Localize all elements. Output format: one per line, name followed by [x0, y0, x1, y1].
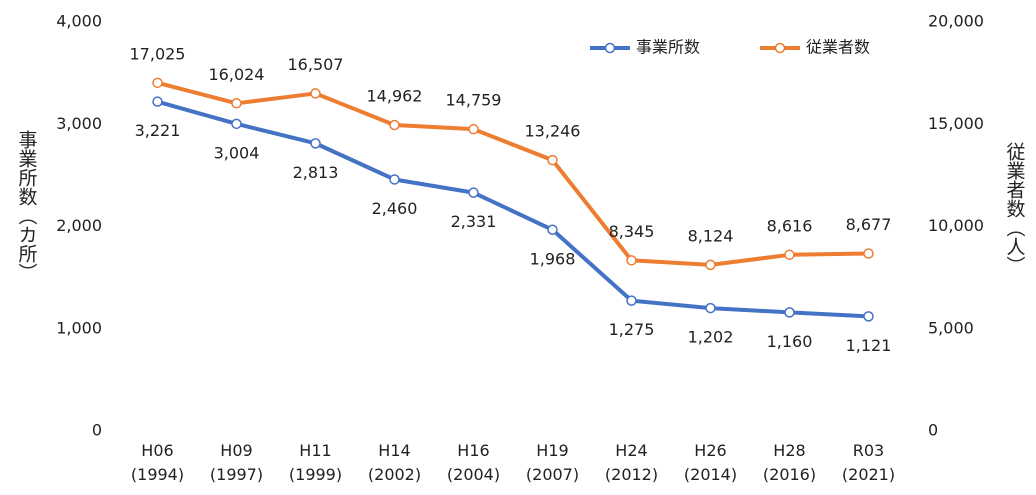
data-label: 1,968 — [530, 249, 576, 268]
data-label: 14,759 — [446, 91, 502, 110]
data-label: 2,813 — [293, 163, 339, 182]
data-label: 17,025 — [130, 44, 186, 63]
y2-axis-label: 従業者数（人） — [1004, 142, 1026, 275]
x-tick-label: H09 (1997) — [210, 441, 263, 484]
data-label: 1,202 — [688, 328, 734, 347]
marker — [231, 118, 242, 130]
y-tick-label: 4,000 — [56, 12, 102, 31]
series-line — [156, 99, 869, 319]
marker — [152, 77, 163, 89]
marker — [863, 248, 874, 259]
data-label: 16,507 — [288, 55, 344, 74]
data-label: 1,275 — [609, 320, 655, 339]
marker — [310, 88, 321, 99]
x-tick-label: H16 (2004) — [447, 441, 500, 484]
marker — [705, 259, 716, 271]
x-tick-label: H06 (1994) — [131, 441, 184, 484]
data-label: 1,160 — [767, 332, 813, 351]
marker — [310, 138, 321, 149]
data-label: 2,460 — [372, 199, 418, 218]
legend-label: 事業所数 — [636, 38, 700, 57]
x-tick-label: R03 (2021) — [842, 441, 895, 484]
x-tick-label: H19 (2007) — [526, 441, 579, 484]
data-label: 16,024 — [209, 65, 265, 84]
y2-tick-label: 0 — [928, 421, 938, 440]
data-label: 8,677 — [846, 215, 892, 234]
data-label: 1,121 — [846, 336, 892, 355]
marker — [626, 255, 637, 266]
marker — [468, 187, 479, 198]
marker — [468, 123, 479, 135]
y2-tick-label: 20,000 — [928, 12, 984, 31]
y-tick-label: 2,000 — [56, 216, 102, 235]
marker — [547, 154, 558, 166]
series-line — [156, 80, 869, 267]
legend-marker — [604, 42, 616, 54]
legend-label: 従業者数 — [806, 38, 870, 57]
data-label: 3,221 — [135, 121, 181, 140]
marker — [784, 307, 795, 318]
data-label: 14,962 — [367, 87, 423, 106]
marker — [784, 249, 795, 261]
y2-tick-label: 10,000 — [928, 216, 984, 235]
marker — [389, 174, 400, 185]
y2-tick-label: 5,000 — [928, 318, 974, 337]
data-label: 13,246 — [525, 122, 581, 141]
marker — [231, 98, 242, 109]
data-label: 8,616 — [767, 216, 813, 235]
y-tick-label: 3,000 — [56, 114, 102, 133]
x-tick-label: H24 (2012) — [605, 441, 658, 484]
data-label: 8,345 — [609, 222, 655, 241]
x-tick-label: H26 (2014) — [684, 441, 737, 484]
marker — [152, 96, 163, 107]
data-label: 3,004 — [214, 143, 260, 162]
data-label: 2,331 — [451, 212, 497, 231]
marker — [863, 311, 874, 322]
marker — [389, 119, 400, 131]
x-tick-label: H14 (2002) — [368, 441, 421, 484]
legend-marker — [774, 42, 786, 54]
x-tick-label: H11 (1999) — [289, 441, 342, 484]
marker — [626, 295, 637, 306]
marker — [547, 224, 558, 236]
data-label: 8,124 — [688, 226, 734, 245]
marker — [705, 302, 716, 314]
y2-tick-label: 15,000 — [928, 114, 984, 133]
y-tick-label: 1,000 — [56, 318, 102, 337]
y-axis-label: 事業所数（カ所） — [16, 130, 38, 282]
y-tick-label: 0 — [92, 421, 102, 440]
x-tick-label: H28 (2016) — [763, 441, 816, 484]
